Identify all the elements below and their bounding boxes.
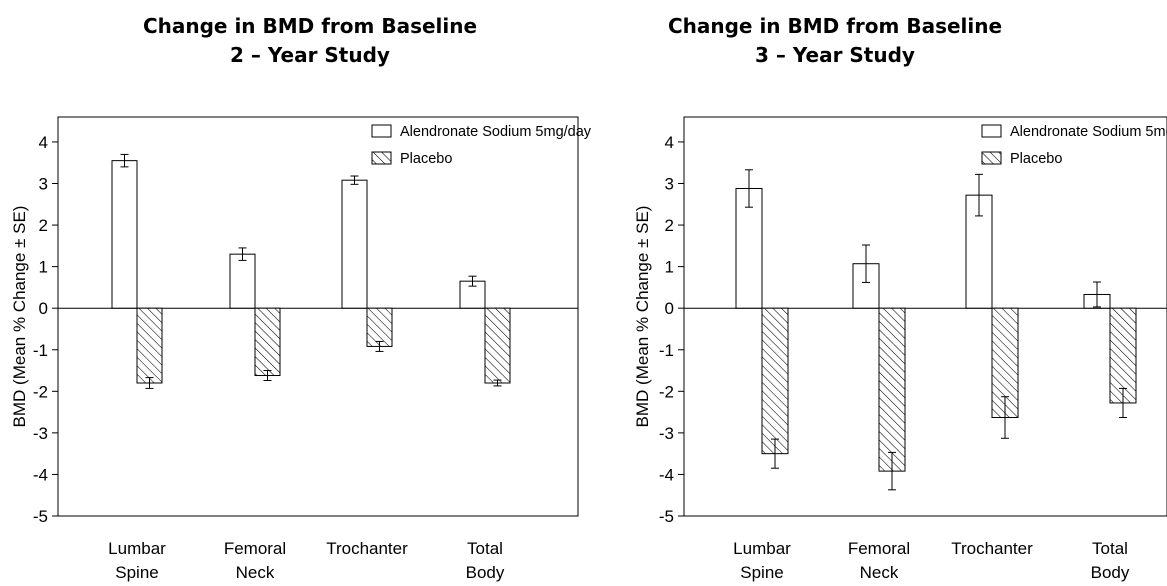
y-axis-title: BMD (Mean % Change ± SE): [633, 206, 652, 428]
x-category-label-line2: Spine: [740, 563, 783, 582]
y-tick-label: 2: [39, 216, 48, 235]
placebo-bar: [878, 307, 906, 472]
x-category-label: Total: [1092, 539, 1128, 558]
chart-title-line2: 3 – Year Study: [755, 43, 915, 67]
y-tick-label: 1: [665, 258, 674, 277]
placebo-bar: [484, 307, 511, 384]
chart-title: Change in BMD from Baseline 2 – Year Stu…: [0, 12, 620, 70]
y-tick-label: 3: [39, 175, 48, 194]
alendronate-bar: [735, 187, 763, 309]
x-category-label: Total: [467, 539, 503, 558]
y-axis-title: BMD (Mean % Change ± SE): [10, 206, 29, 428]
legend-swatch: [371, 124, 392, 138]
x-category-label-line2: Neck: [860, 563, 899, 582]
x-category-label: Trochanter: [326, 539, 408, 558]
placebo-bar: [366, 307, 393, 347]
legend-swatch: [981, 151, 1002, 165]
chart-3-year-study: Change in BMD from Baseline 3 – Year Stu…: [600, 0, 1167, 586]
x-category-label: Trochanter: [951, 539, 1033, 558]
y-tick-label: -4: [33, 465, 48, 484]
x-category-label: Femoral: [848, 539, 910, 558]
alendronate-bar: [341, 179, 368, 309]
x-category-label: Femoral: [224, 539, 286, 558]
placebo-bar: [1109, 307, 1137, 404]
y-tick-label: 2: [665, 216, 674, 235]
placebo-bar: [761, 307, 789, 455]
y-tick-label: -3: [659, 424, 674, 443]
plot-frame: [683, 116, 1167, 517]
x-category-label-line2: Neck: [236, 563, 275, 582]
y-tick-label: 0: [665, 299, 674, 318]
chart-svg: 4 3 2 1 0 -1 -2 -3 -4 -5 BMD (Mean % Change ± SE) L…: [10, 116, 592, 582]
y-tick-label: -1: [659, 341, 674, 360]
legend-swatch: [371, 151, 392, 165]
chart-svg: 4 3 2 1 0 -1 -2 -3 -4 -5 BMD (Mean % Change ± SE) L…: [633, 116, 1167, 582]
legend-label: Placebo: [1010, 151, 1062, 167]
placebo-bar: [254, 307, 281, 377]
alendronate-bar: [229, 253, 256, 309]
chart-2-year-study: Change in BMD from Baseline 2 – Year Stu…: [10, 14, 592, 582]
y-tick-label: 4: [39, 133, 48, 152]
x-category-label: Lumbar: [733, 539, 791, 558]
y-tick-label: -1: [33, 341, 48, 360]
y-tick-label: -3: [33, 424, 48, 443]
y-tick-label: -2: [33, 382, 48, 401]
legend-label: Placebo: [400, 151, 452, 167]
placebo-bar: [136, 307, 163, 384]
chart-title-line2: 2 – Year Study: [230, 43, 390, 67]
x-category-label-line2: Spine: [115, 563, 158, 582]
chart-title: Change in BMD from Baseline 3 – Year Stu…: [600, 12, 1070, 70]
y-tick-label: -2: [659, 382, 674, 401]
legend-label: Alendronate Sodium 5mg/day: [400, 124, 592, 140]
x-category-label: Lumbar: [108, 539, 166, 558]
y-tick-label: 3: [665, 175, 674, 194]
y-tick-label: -5: [33, 507, 48, 526]
x-category-label-line2: Body: [466, 563, 505, 582]
y-tick-label: 0: [39, 299, 48, 318]
plot-frame: [57, 116, 579, 517]
y-tick-label: 1: [39, 258, 48, 277]
y-tick-label: -4: [659, 465, 674, 484]
alendronate-bar: [111, 160, 138, 309]
legend-swatch: [981, 124, 1002, 138]
chart-title-line1: Change in BMD from Baseline: [667, 14, 1003, 38]
legend-label: Alendronate Sodium 5mg/day: [1010, 124, 1167, 140]
chart-title-line1: Change in BMD from Baseline: [142, 14, 478, 38]
y-tick-label: 4: [665, 133, 674, 152]
y-tick-label: -5: [659, 507, 674, 526]
x-category-label-line2: Body: [1091, 563, 1130, 582]
